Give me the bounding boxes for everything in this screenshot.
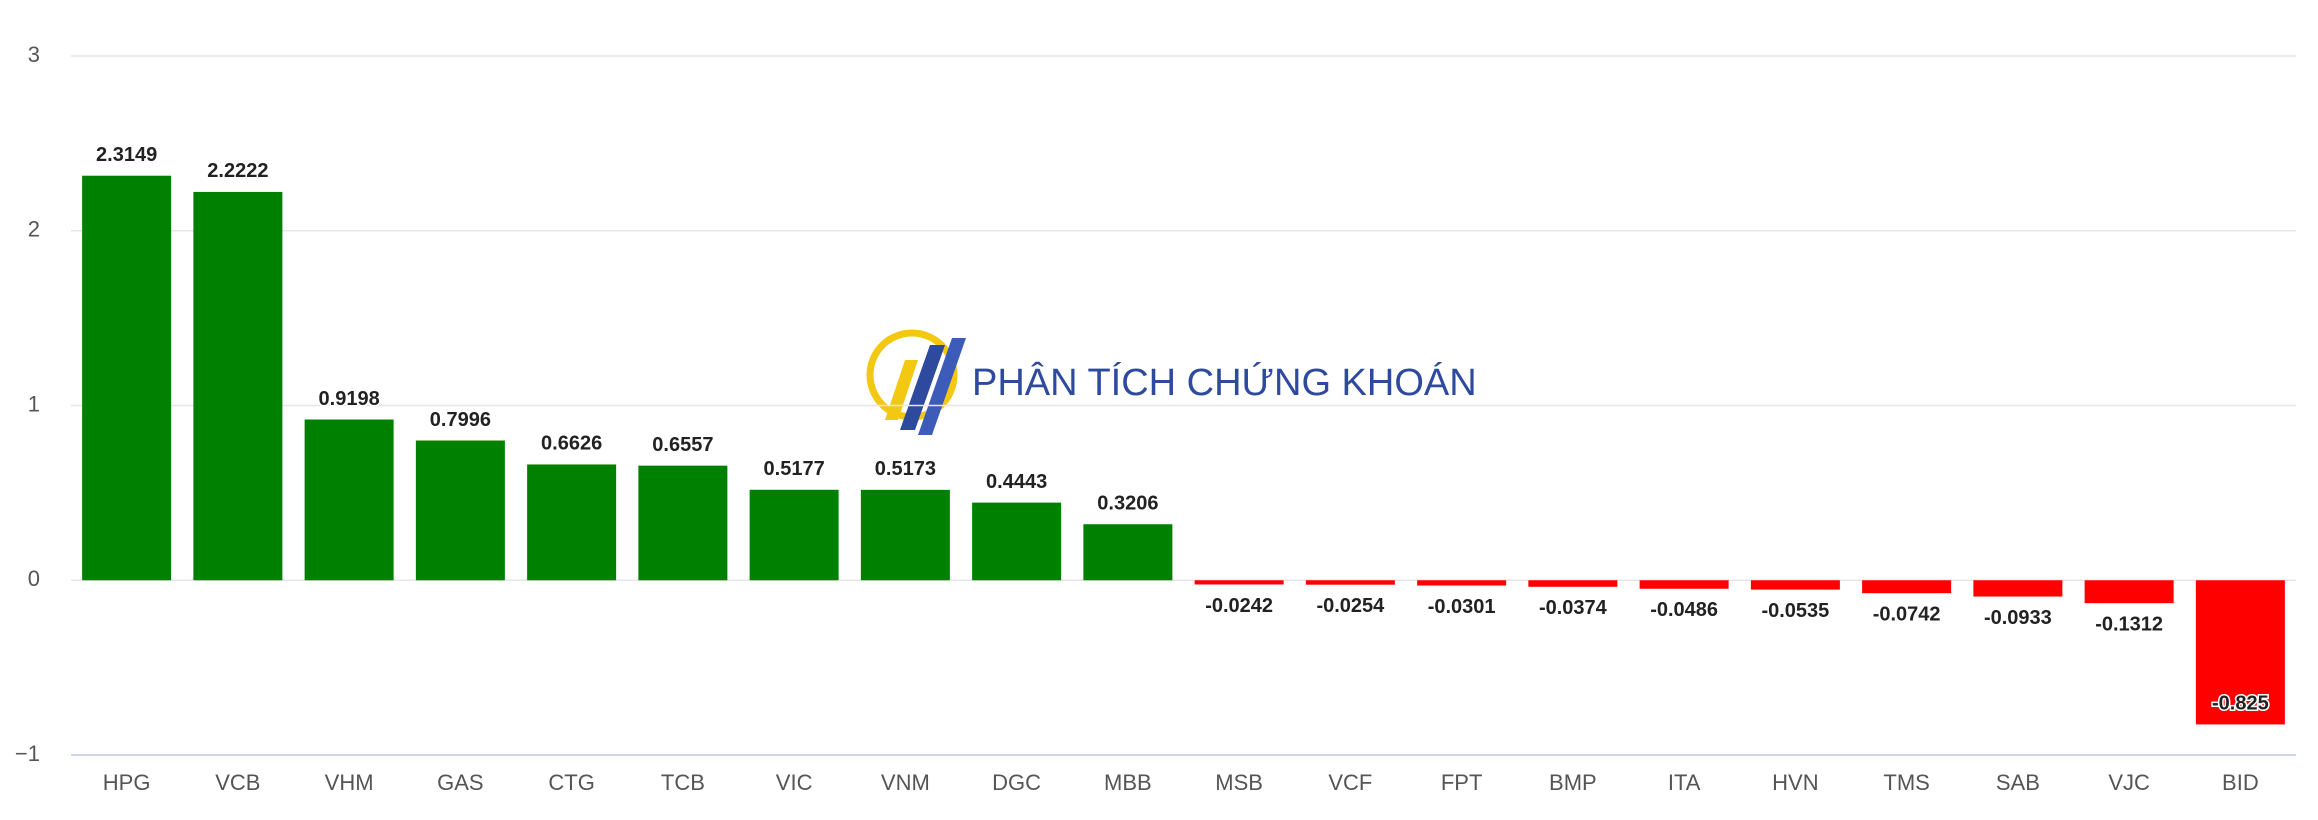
data-label: -0.0535 <box>1761 600 1829 622</box>
bar <box>749 489 839 581</box>
bar <box>82 175 172 581</box>
bar <box>860 489 950 581</box>
x-tick-label: GAS <box>437 770 483 795</box>
bar <box>193 191 283 581</box>
bar <box>1083 524 1173 581</box>
data-label: -0.0254 <box>1316 595 1385 617</box>
x-tick-label: TCB <box>661 770 705 795</box>
data-label: -0.0742 <box>1873 603 1941 625</box>
bar <box>1750 580 1840 590</box>
x-tick-label: VJC <box>2108 770 2150 795</box>
data-label: 0.3206 <box>1097 493 1158 515</box>
data-label: -0.0374 <box>1539 597 1608 619</box>
data-label: 0.5177 <box>764 458 825 480</box>
data-label: -0.0486 <box>1650 599 1718 621</box>
bar <box>1973 580 2063 597</box>
data-label: 2.2222 <box>207 160 268 182</box>
bar <box>1862 580 1952 594</box>
data-label: -0.0242 <box>1205 595 1273 617</box>
data-label: 2.3149 <box>96 144 157 166</box>
data-label: -0.0301 <box>1428 596 1496 618</box>
data-label: -0.0933 <box>1984 607 2052 629</box>
x-tick-label: HPG <box>103 770 151 795</box>
watermark-logo <box>866 329 966 435</box>
x-tick-label: DGC <box>992 770 1041 795</box>
y-tick-label: 0 <box>28 566 40 591</box>
bar <box>2195 580 2285 725</box>
x-tick-label: VNM <box>881 770 930 795</box>
x-tick-label: BID <box>2222 770 2259 795</box>
data-label: 0.5173 <box>875 458 936 480</box>
x-tick-label: VIC <box>776 770 813 795</box>
x-tick-label: FPT <box>1441 770 1483 795</box>
data-label: 0.9198 <box>319 388 380 410</box>
data-label: 0.6557 <box>652 434 713 456</box>
y-tick-label: −1 <box>15 741 40 766</box>
x-tick-label: CTG <box>548 770 594 795</box>
data-label: 0.4443 <box>986 471 1047 493</box>
bar <box>638 465 728 581</box>
bar <box>2084 580 2174 604</box>
bar <box>415 440 505 581</box>
data-label: -0.825 <box>2212 693 2269 715</box>
x-tick-label: MBB <box>1104 770 1152 795</box>
y-tick-label: 1 <box>28 391 40 416</box>
y-tick-label: 2 <box>28 217 40 242</box>
bar <box>527 464 617 581</box>
data-label: 0.6626 <box>541 433 602 455</box>
x-tick-label: SAB <box>1996 770 2040 795</box>
bar <box>1639 580 1729 589</box>
x-tick-label: BMP <box>1549 770 1597 795</box>
x-tick-label: TMS <box>1883 770 1929 795</box>
x-tick-label: HVN <box>1772 770 1818 795</box>
bar <box>972 502 1062 581</box>
watermark: PHÂN TÍCH CHỨNG KHOÁN <box>972 361 1477 404</box>
x-tick-label: VHM <box>325 770 374 795</box>
x-tick-label: ITA <box>1668 770 1701 795</box>
data-label: 0.7996 <box>430 409 491 431</box>
bar <box>1194 580 1284 585</box>
bar <box>1417 580 1507 586</box>
bar <box>304 419 394 581</box>
x-tick-label: VCF <box>1328 770 1372 795</box>
bar <box>1305 580 1395 585</box>
y-tick-label: 3 <box>28 42 40 67</box>
x-tick-label: VCB <box>215 770 260 795</box>
bar <box>1528 580 1618 587</box>
data-label: -0.1312 <box>2095 613 2163 635</box>
x-tick-label: MSB <box>1215 770 1263 795</box>
